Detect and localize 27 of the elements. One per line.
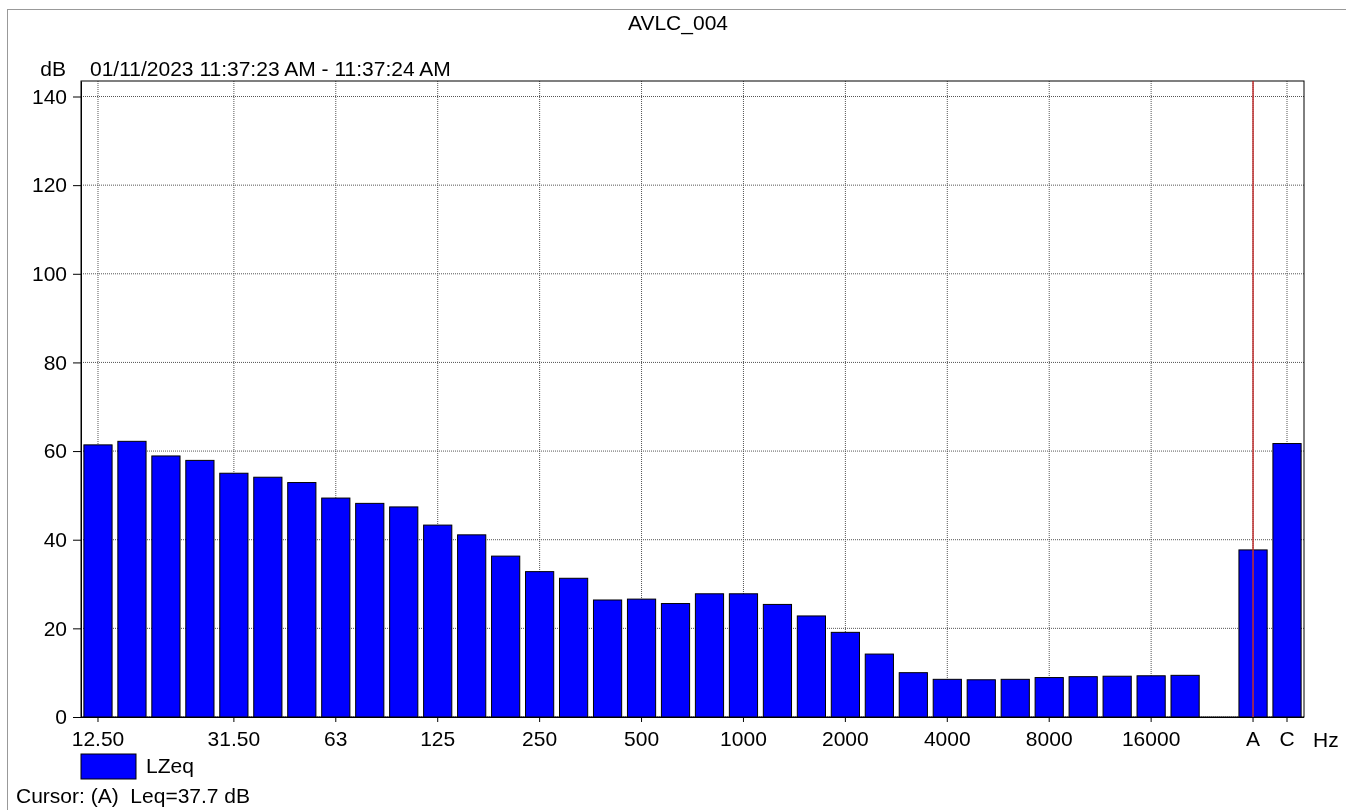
x-tick-label: 500 [624,726,660,750]
y-tick-label: 60 [43,439,67,463]
text: Cursor: (A) Leq=37.7 dB [16,784,251,807]
x-tick-label: A [1246,726,1261,750]
x-axis-title: Hz [1313,727,1339,751]
x-tick-label: 12.50 [71,726,125,750]
y-tick-label: 40 [43,527,67,551]
y-tick-label: 120 [31,173,67,197]
chart-subtitle: 01/11/2023 11:37:23 AM - 11:37:24 AM [90,56,451,80]
y-tick-label: 100 [31,262,67,286]
y-tick-label: 140 [31,84,67,108]
y-axis-title: dB [40,56,66,80]
x-tick-label: 2000 [822,726,869,750]
y-tick-label: 20 [43,616,67,640]
x-tick-label: 63 [324,726,348,750]
y-tick-label: 80 [43,350,67,374]
x-tick-label: C [1279,726,1295,750]
x-tick-label: 4000 [923,726,971,750]
x-tick-label: 16000 [1121,726,1181,750]
legend-label: LZeq [146,754,194,777]
x-tick-label: 125 [420,726,456,750]
x-tick-label: 8000 [1025,726,1073,750]
y-tick-label: 0 [55,705,67,729]
x-tick-label: 31.50 [207,726,261,750]
chart-title: AVLC_004 [627,11,729,35]
x-tick-label: 1000 [720,726,767,750]
x-tick-label: 250 [522,726,558,750]
